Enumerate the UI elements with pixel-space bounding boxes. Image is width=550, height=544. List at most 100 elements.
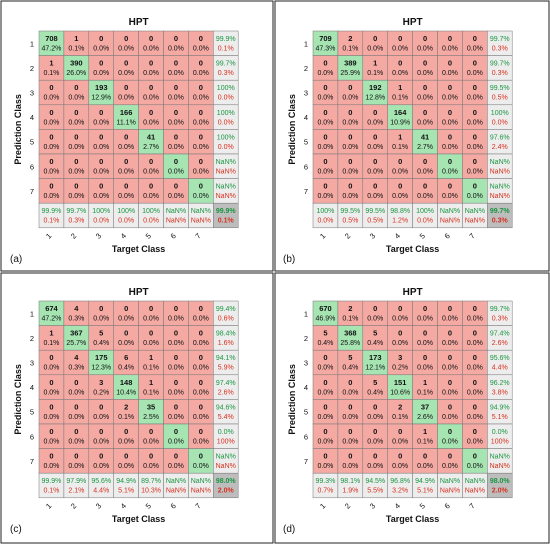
col-recall: 98.1%: [340, 478, 360, 485]
cell-count: 0: [49, 182, 53, 191]
cell-count: 0: [348, 452, 352, 461]
row-precision: 97.4%: [216, 380, 236, 387]
row-tick-label: 3: [304, 359, 308, 368]
matrix-cell: [113, 472, 139, 499]
cell-percent: 25.8%: [340, 340, 360, 347]
row-error: 100%: [491, 439, 509, 446]
col-tick-label: 5: [144, 501, 153, 510]
cell-percent: 0.0%: [143, 439, 159, 446]
matrix-cell: [387, 55, 413, 81]
cell-percent: 0.0%: [367, 193, 383, 200]
confusion-matrix-panel-3: HPT67447.2%40.3%00.0%00.0%00.0%00.0%00.0…: [0, 272, 274, 544]
cell-count: 0: [199, 427, 203, 436]
col-recall: 95.6%: [91, 478, 111, 485]
matrix-cell: [387, 448, 413, 474]
matrix-cell: [163, 423, 189, 449]
cell-percent: 0.0%: [143, 169, 159, 176]
row-error: 5.4%: [218, 414, 234, 421]
col-tick-label: 1: [44, 501, 53, 510]
cell-count: 5: [99, 329, 103, 338]
col-recall: 99.7%: [66, 208, 86, 215]
matrix-cell: [113, 349, 139, 376]
row-tick-label: 6: [304, 162, 308, 171]
matrix-cell: [38, 79, 65, 106]
cell-count: 1: [423, 378, 427, 387]
cell-percent: 0.0%: [367, 316, 383, 323]
cell-percent: 0.0%: [367, 119, 383, 126]
cell-percent: 0.0%: [392, 316, 408, 323]
matrix-cell: [213, 423, 239, 449]
overall-error: 0.1%: [218, 218, 235, 225]
cell-count: 0: [199, 304, 203, 313]
cell-count: 0: [124, 304, 128, 313]
cell-percent: 0.0%: [118, 439, 134, 446]
cell-count: 709: [319, 34, 332, 43]
matrix-cell: [437, 448, 463, 474]
overall-accuracy: 98.0%: [216, 478, 237, 485]
chart-title: HPT: [129, 287, 149, 298]
overall-accuracy: 98.0%: [490, 478, 511, 485]
col-recall: NaN%: [166, 208, 186, 215]
row-precision: 99.7%: [490, 306, 510, 313]
matrix-cell: [337, 129, 364, 155]
cell-percent: 0.0%: [168, 439, 184, 446]
cell-percent: 0.0%: [392, 169, 408, 176]
cell-percent: 0.0%: [168, 144, 184, 151]
cell-count: 1: [398, 132, 402, 141]
col-tick-label: 2: [343, 501, 352, 510]
cell-percent: 0.0%: [143, 70, 159, 77]
cell-count: 0: [423, 452, 427, 461]
matrix-cell: [113, 202, 139, 229]
matrix-cell: [113, 448, 139, 474]
cell-count: 0: [373, 132, 377, 141]
cell-count: 0: [124, 34, 128, 43]
cell-count: 4: [74, 304, 79, 313]
cell-count: 0: [323, 378, 327, 387]
matrix-cell: [63, 104, 90, 130]
cell-percent: 0.0%: [442, 193, 458, 200]
cell-percent: 0.0%: [193, 463, 209, 470]
matrix-cell: [362, 472, 388, 499]
matrix-cell: [88, 399, 114, 425]
cell-percent: 0.0%: [467, 95, 483, 102]
cell-count: 0: [373, 34, 377, 43]
cell-count: 0: [174, 304, 178, 313]
cell-count: 5: [373, 329, 377, 338]
cell-percent: 0.0%: [317, 169, 333, 176]
cell-count: 173: [369, 353, 382, 362]
cell-count: 0: [149, 157, 153, 166]
cell-percent: 0.0%: [392, 70, 408, 77]
matrix-cell: [138, 399, 164, 425]
col-tick-label: 5: [418, 501, 427, 510]
cell-count: 0: [323, 132, 327, 141]
matrix-cell: [462, 325, 488, 351]
matrix-cell: [138, 79, 164, 106]
row-precision: 0.0%: [218, 429, 234, 436]
cell-percent: 0.1%: [43, 70, 59, 77]
matrix-cell: [88, 202, 114, 229]
cell-percent: 0.0%: [392, 439, 408, 446]
matrix-cell: [113, 325, 139, 351]
cell-percent: 0.0%: [442, 414, 458, 421]
row-tick-label: 1: [30, 309, 34, 318]
matrix-cell: [213, 349, 239, 376]
matrix-cell: [387, 374, 413, 400]
cell-count: 0: [174, 59, 178, 68]
col-recall: 100%: [316, 208, 334, 215]
matrix-cell: [312, 472, 339, 499]
row-precision: 97.6%: [490, 134, 510, 141]
cell-count: 0: [99, 59, 103, 68]
cell-percent: 0.4%: [367, 340, 383, 347]
y-axis-label: Prediction Class: [13, 364, 23, 435]
cell-percent: 0.0%: [93, 463, 109, 470]
cell-count: 0: [199, 353, 203, 362]
cell-percent: 0.0%: [417, 119, 433, 126]
cell-percent: 2.7%: [143, 144, 159, 151]
row-precision: 99.7%: [216, 61, 236, 68]
cell-count: 0: [473, 108, 477, 117]
col-error: NaN%: [440, 488, 460, 495]
cell-count: 0: [49, 83, 53, 92]
cell-percent: 0.0%: [93, 316, 109, 323]
cell-count: 0: [448, 452, 452, 461]
matrix-cell: [63, 79, 90, 106]
